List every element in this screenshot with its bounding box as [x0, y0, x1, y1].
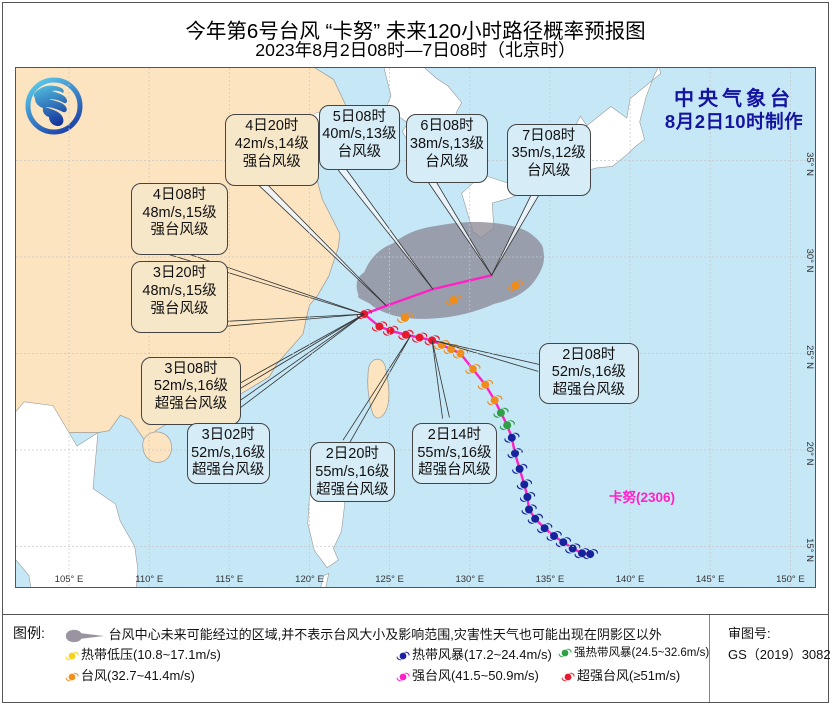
svg-text:110° E: 110° E — [135, 574, 163, 585]
svg-text:140° E: 140° E — [616, 574, 645, 585]
svg-text:15° N: 15° N — [804, 538, 815, 562]
svg-text:35° N: 35° N — [804, 152, 815, 176]
svg-text:30° N: 30° N — [804, 249, 815, 273]
svg-text:105° E: 105° E — [55, 574, 84, 585]
svg-text:115° E: 115° E — [215, 574, 243, 585]
svg-text:135° E: 135° E — [536, 574, 565, 585]
svg-text:20° N: 20° N — [804, 442, 815, 466]
svg-text:25° N: 25° N — [804, 345, 815, 369]
svg-text:120° E: 120° E — [295, 574, 324, 585]
svg-text:130° E: 130° E — [455, 574, 484, 585]
svg-text:145° E: 145° E — [696, 574, 725, 585]
svg-text:150° E: 150° E — [776, 574, 805, 585]
svg-text:125° E: 125° E — [375, 574, 404, 585]
